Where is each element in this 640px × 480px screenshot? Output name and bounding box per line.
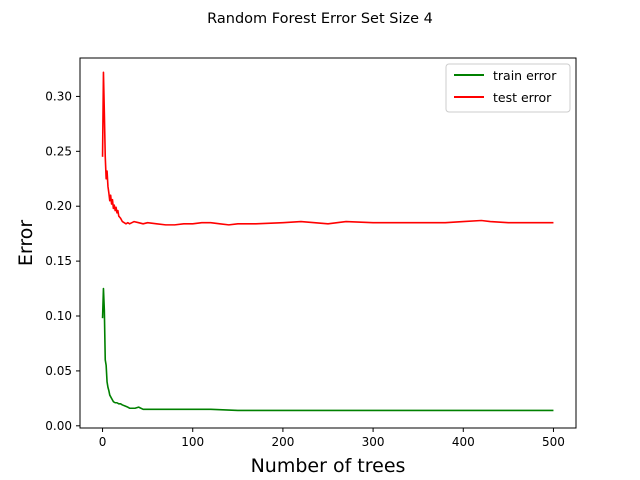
- chart-title: Random Forest Error Set Size 4: [207, 11, 433, 27]
- x-tick-label: 200: [271, 435, 294, 449]
- x-tick-label: 400: [452, 435, 475, 449]
- y-tick-label: 0.30: [45, 89, 72, 103]
- y-axis-label: Error: [15, 220, 37, 267]
- plot-area-frame: [79, 57, 577, 429]
- legend-label-test-error: test error: [493, 90, 552, 105]
- y-tick-label: 0.15: [45, 254, 72, 268]
- x-axis-ticks: 0 100 200 300 400 500: [99, 428, 565, 449]
- y-tick-label: 0.20: [45, 199, 72, 213]
- x-tick-label: 0: [99, 435, 107, 449]
- legend: train error test error: [445, 63, 571, 113]
- x-tick-label: 300: [362, 435, 385, 449]
- y-tick-label: 0.10: [45, 309, 72, 323]
- y-tick-label: 0.05: [45, 364, 72, 378]
- y-tick-label: 0.00: [45, 419, 72, 433]
- series-line-test-error: [101, 71, 554, 226]
- legend-label-train-error: train error: [493, 68, 557, 83]
- x-tick-label: 100: [181, 435, 204, 449]
- series-lines: [101, 71, 554, 412]
- x-tick-label: 500: [542, 435, 565, 449]
- y-axis-ticks: 0.00 0.05 0.10 0.15 0.20 0.25 0.30: [45, 89, 80, 433]
- y-tick-label: 0.25: [45, 144, 72, 158]
- series-line-train-error: [101, 287, 554, 412]
- x-axis-label: Number of trees: [251, 455, 406, 477]
